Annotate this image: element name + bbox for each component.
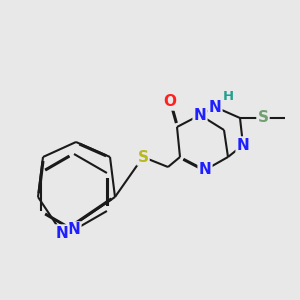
Text: H: H [222,89,234,103]
Text: S: S [257,110,268,125]
Text: N: N [68,223,80,238]
Text: N: N [208,100,221,115]
Text: N: N [56,226,68,241]
Text: O: O [164,94,176,110]
Text: S: S [137,149,148,164]
Text: N: N [237,137,249,152]
Text: N: N [194,107,206,122]
Text: N: N [199,163,212,178]
